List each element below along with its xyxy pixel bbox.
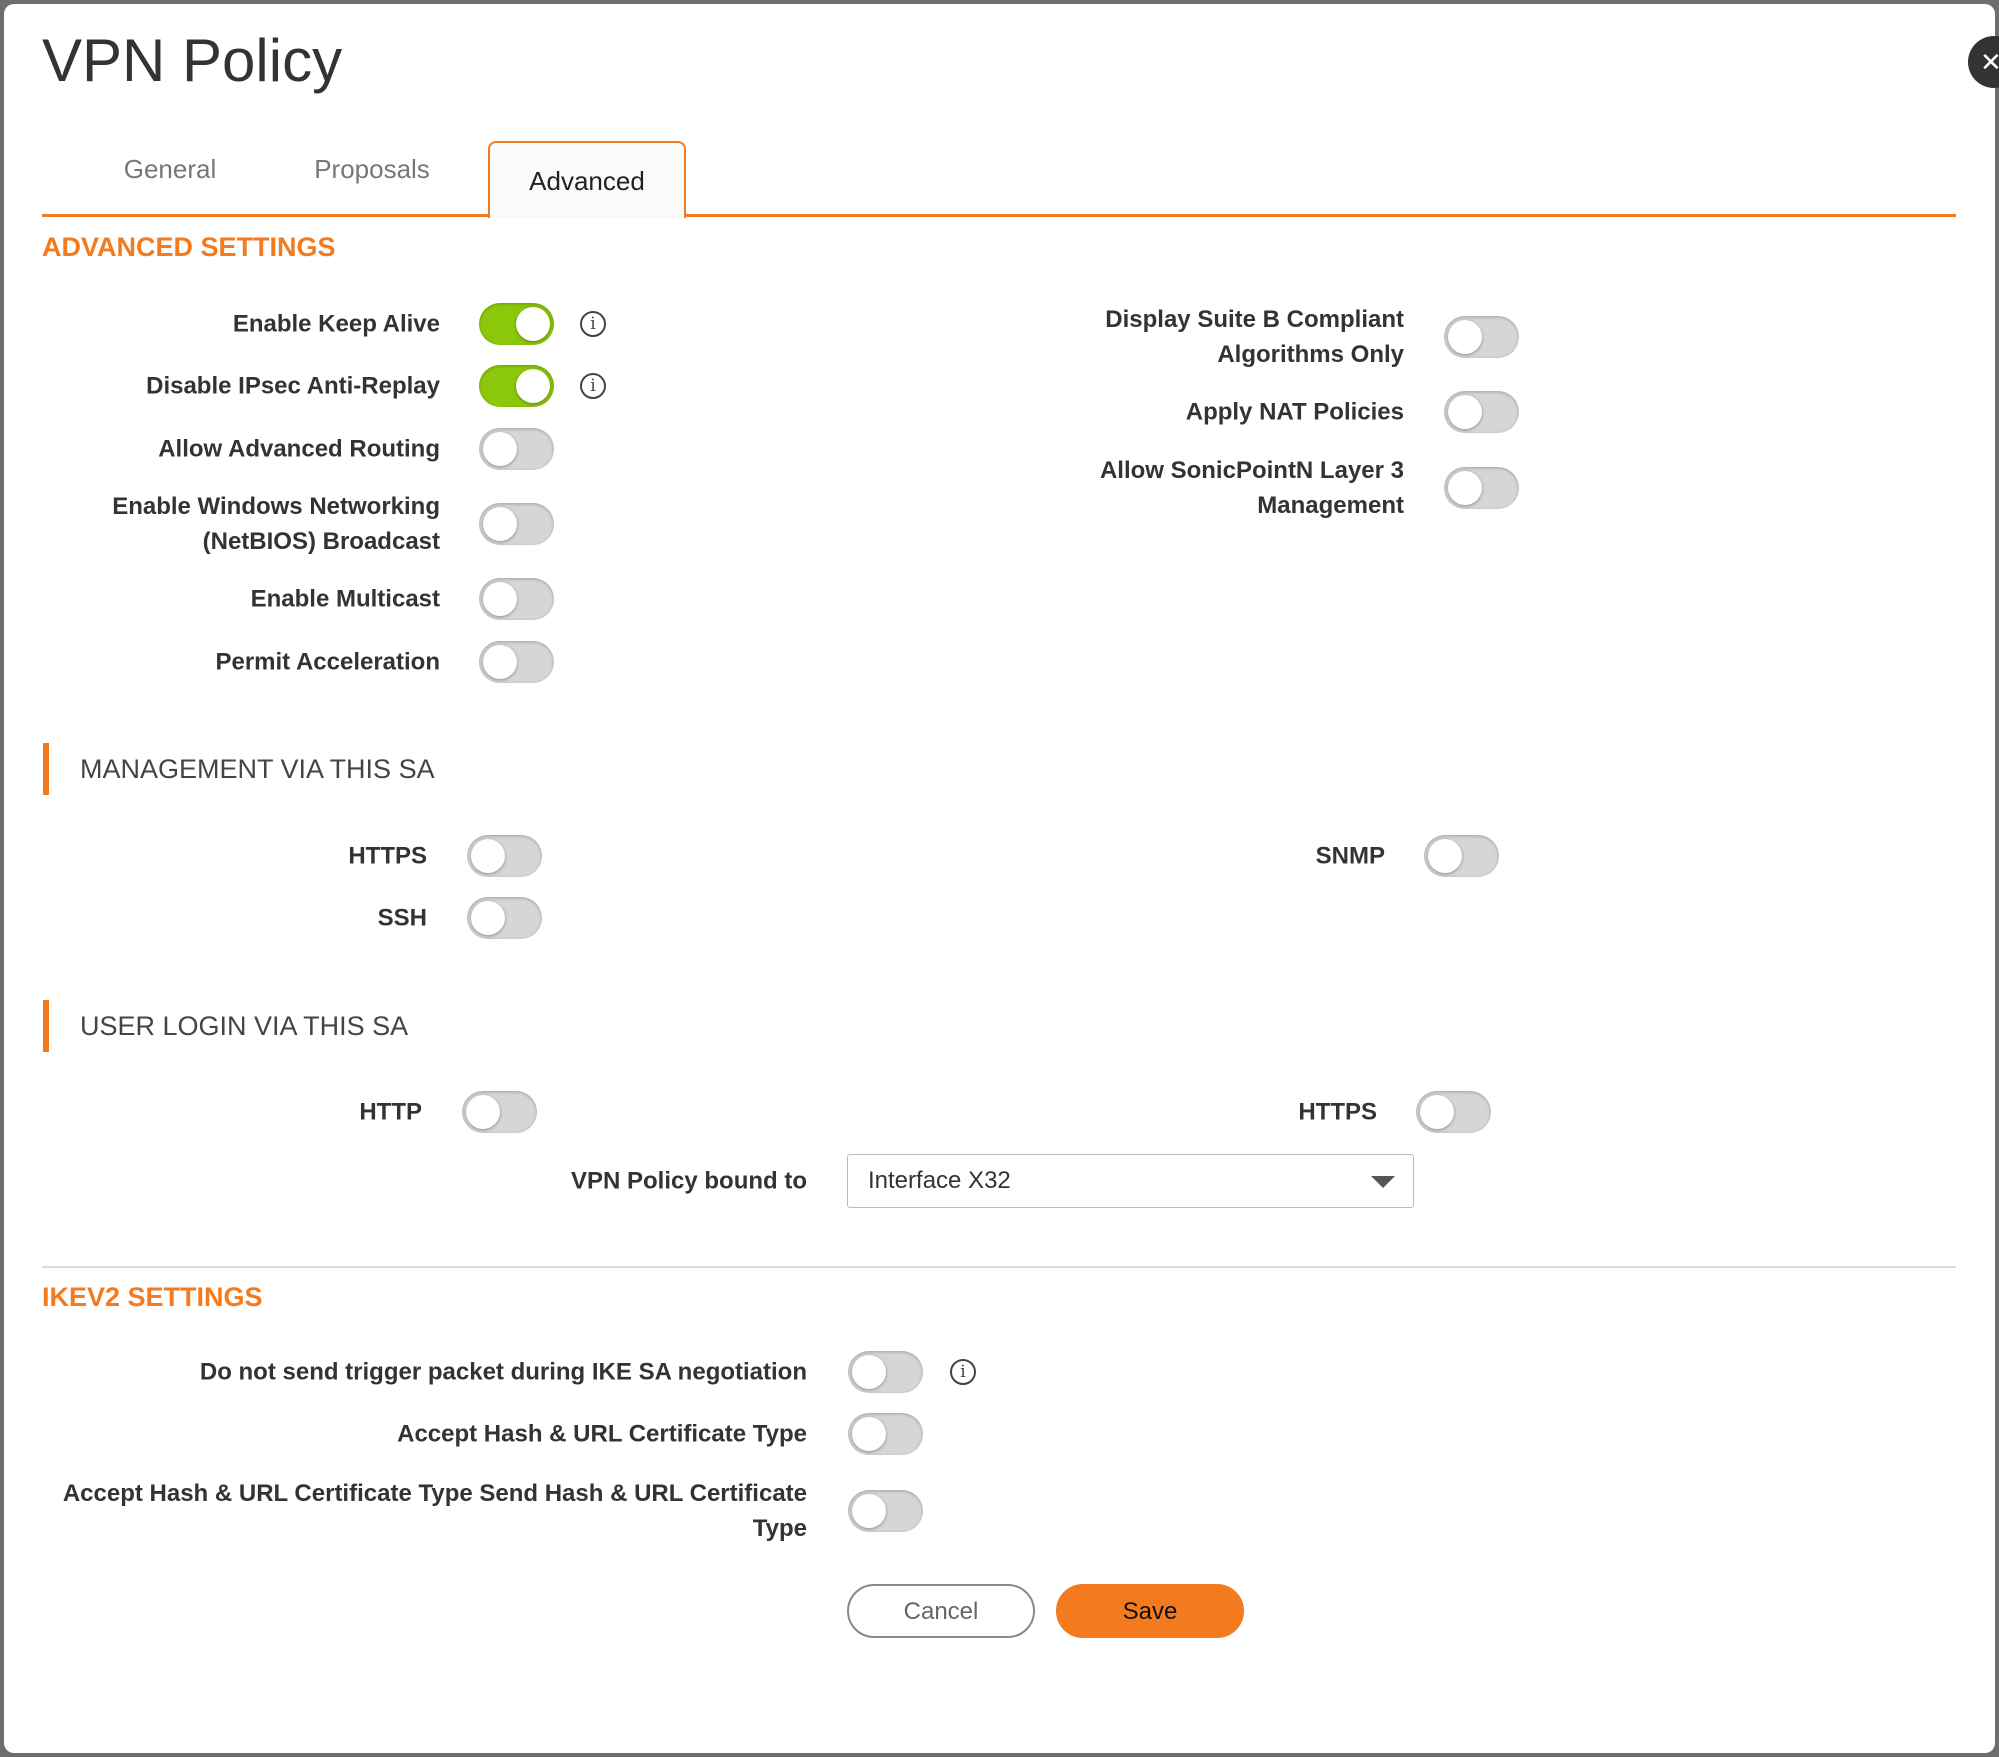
toggle-keep-alive[interactable]	[479, 303, 554, 345]
toggle-trigger-packet[interactable]	[848, 1351, 923, 1393]
label-anti-replay: Disable IPsec Anti-Replay	[146, 372, 440, 400]
tab-proposals[interactable]: Proposals	[314, 154, 430, 184]
info-icon[interactable]: i	[950, 1359, 976, 1385]
bound-to-select[interactable]: Interface X32	[847, 1154, 1414, 1208]
toggle-accept-hash-url[interactable]	[848, 1413, 923, 1455]
cancel-button[interactable]: Cancel	[847, 1584, 1035, 1638]
management-heading: MANAGEMENT VIA THIS SA	[80, 754, 435, 784]
save-button[interactable]: Save	[1056, 1584, 1244, 1638]
info-icon[interactable]: i	[580, 311, 606, 337]
label-mgmt-ssh: SSH	[377, 904, 427, 932]
label-login-https: HTTPS	[1298, 1098, 1377, 1126]
label-netbios: Enable Windows Networking (NetBIOS) Broa…	[112, 493, 440, 555]
label-bound-to: VPN Policy bound to	[570, 1167, 807, 1195]
toggle-permit-acceleration[interactable]	[479, 641, 554, 683]
label-send-hash-url: Accept Hash & URL Certificate Type Send …	[62, 1480, 807, 1542]
toggle-login-http[interactable]	[462, 1091, 537, 1133]
toggle-advanced-routing[interactable]	[479, 428, 554, 470]
label-nat-policies: Apply NAT Policies	[1185, 398, 1404, 426]
toggle-send-hash-url[interactable]	[848, 1490, 923, 1532]
label-mgmt-https: HTTPS	[348, 842, 427, 870]
toggle-login-https[interactable]	[1416, 1091, 1491, 1133]
page-title: VPN Policy	[42, 27, 343, 94]
toggle-mgmt-snmp[interactable]	[1424, 835, 1499, 877]
tab-general[interactable]: General	[123, 154, 217, 184]
divider	[42, 1266, 1956, 1268]
section-accent-bar	[43, 743, 49, 795]
toggle-mgmt-ssh[interactable]	[467, 897, 542, 939]
ikev2-heading: IKEV2 SETTINGS	[42, 1282, 263, 1312]
tab-advanced[interactable]: Advanced	[488, 141, 686, 218]
info-icon[interactable]: i	[580, 373, 606, 399]
advanced-settings-heading: ADVANCED SETTINGS	[42, 232, 336, 262]
section-accent-bar	[43, 1000, 49, 1052]
tab-underline	[42, 214, 1956, 217]
label-trigger-packet: Do not send trigger packet during IKE SA…	[199, 1358, 807, 1386]
vpn-policy-dialog: VPN Policy General Proposals Advanced AD…	[4, 4, 1995, 1753]
toggle-mgmt-https[interactable]	[467, 835, 542, 877]
user-login-heading: USER LOGIN VIA THIS SA	[80, 1011, 409, 1041]
chevron-down-icon	[1371, 1176, 1395, 1188]
label-multicast: Enable Multicast	[250, 585, 440, 613]
toggle-multicast[interactable]	[479, 578, 554, 620]
toggle-suite-b[interactable]	[1444, 316, 1519, 358]
toggle-sonicpoint-l3[interactable]	[1444, 467, 1519, 509]
label-sonicpoint-l3: Allow SonicPointN Layer 3 Management	[1099, 457, 1404, 519]
label-mgmt-snmp: SNMP	[1315, 842, 1385, 870]
toggle-nat-policies[interactable]	[1444, 391, 1519, 433]
label-advanced-routing: Allow Advanced Routing	[158, 435, 440, 463]
toggle-anti-replay[interactable]	[479, 365, 554, 407]
label-login-http: HTTP	[359, 1098, 422, 1126]
label-keep-alive: Enable Keep Alive	[232, 310, 440, 338]
bound-to-value: Interface X32	[868, 1167, 1011, 1194]
label-permit-acceleration: Permit Acceleration	[215, 648, 440, 676]
label-accept-hash-url: Accept Hash & URL Certificate Type	[397, 1420, 807, 1448]
label-suite-b: Display Suite B Compliant Algorithms Onl…	[1105, 306, 1404, 368]
toggle-netbios[interactable]	[479, 503, 554, 545]
